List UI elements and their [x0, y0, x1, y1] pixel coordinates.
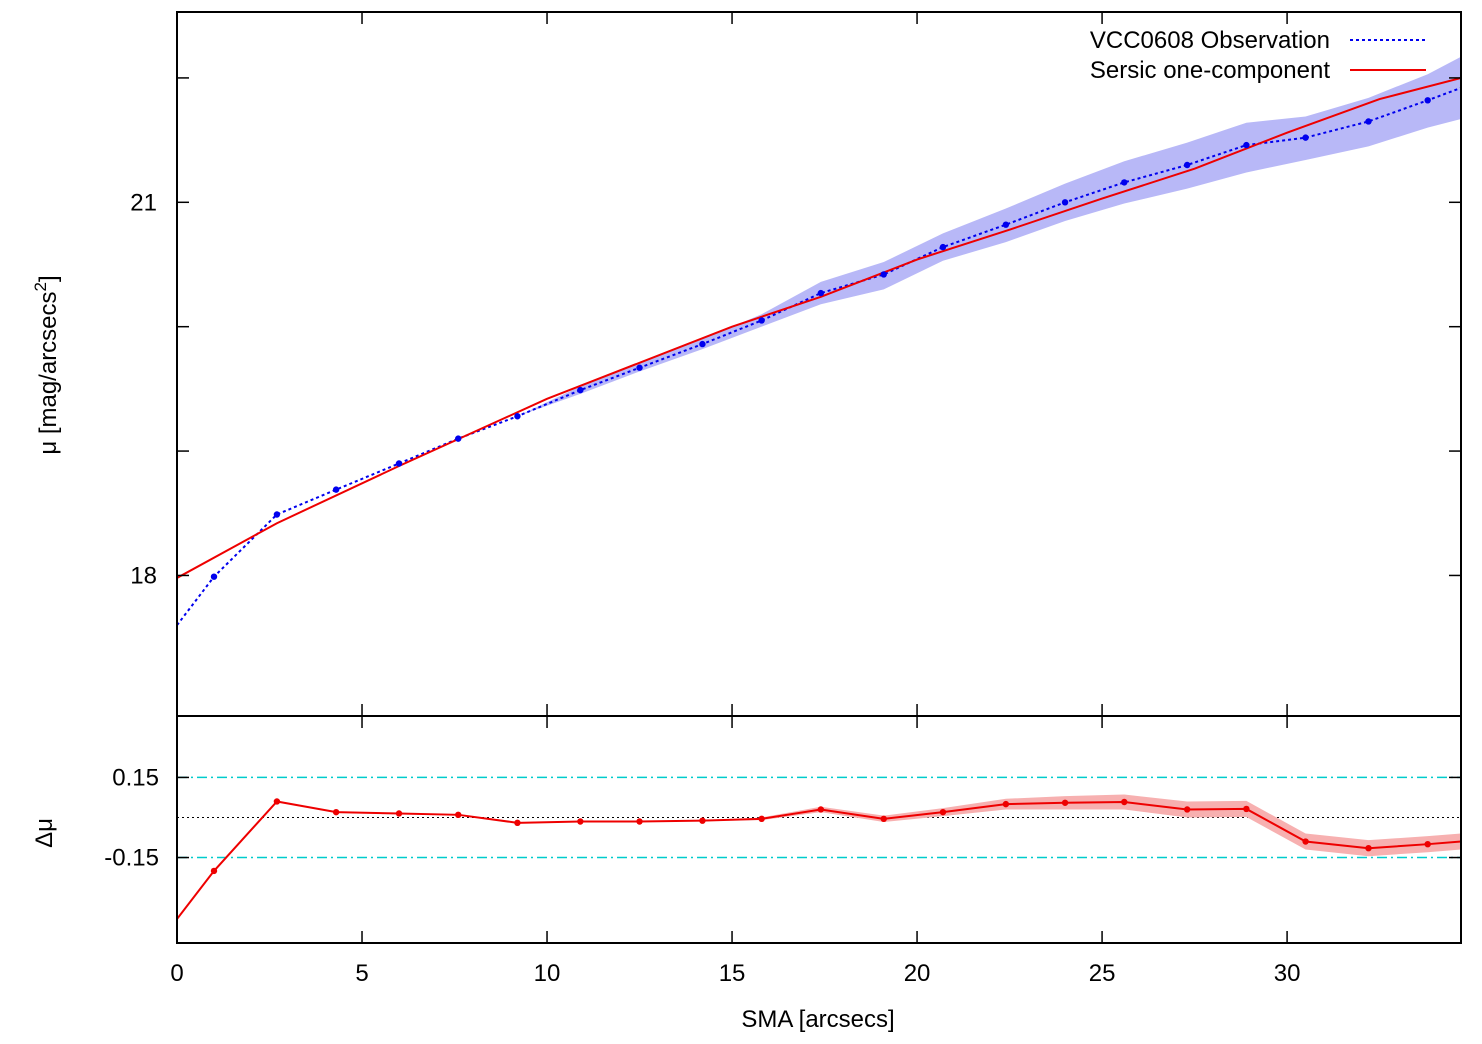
y-axis-label-residual: Δμ: [31, 818, 58, 848]
residual-point: [1002, 800, 1010, 808]
residual-point: [455, 811, 462, 819]
observation-uncertainty-band: [177, 56, 1461, 626]
observation-point: [1183, 161, 1191, 169]
legend-label-sersic: Sersic one-component: [1090, 57, 1330, 84]
x-tick-label: 10: [534, 960, 561, 987]
observation-point: [455, 435, 462, 442]
residual-point: [1061, 799, 1069, 806]
observation-point: [817, 289, 825, 297]
residual-point: [1424, 840, 1431, 848]
x-tick-label: 20: [904, 960, 931, 987]
legend: VCC0608 Observation Sersic one-component: [1090, 27, 1426, 84]
residual-plot-area: [177, 776, 1461, 920]
observation-line: [177, 86, 1461, 626]
observation-point: [514, 413, 521, 420]
main-plot-area: [177, 56, 1461, 626]
observation-point: [939, 243, 947, 251]
observation-point: [210, 573, 218, 580]
x-tick-label: 15: [719, 960, 746, 987]
residual-point: [1183, 806, 1191, 813]
main-y-tick-label: 21: [130, 189, 157, 216]
residual-point: [758, 815, 765, 823]
x-tick-label: 0: [170, 960, 183, 987]
residual-y-tick-label: 0.15: [112, 764, 159, 791]
observation-point: [636, 364, 643, 371]
residual-point: [880, 815, 887, 823]
observation-point: [880, 271, 887, 278]
y-axis-label-tail: ]: [35, 275, 62, 282]
residual-y-tick-label: -0.15: [104, 845, 159, 872]
observation-point: [273, 511, 281, 518]
y-axis-label-main: μ [mag/arcsecs2]: [31, 275, 62, 454]
main-frame: [176, 11, 1462, 717]
residual-point: [699, 817, 706, 824]
observation-point: [1002, 221, 1010, 228]
residual-point: [395, 810, 403, 817]
residual-point: [273, 798, 281, 805]
observation-point: [758, 317, 765, 324]
observation-point: [1424, 97, 1431, 104]
observation-point: [332, 486, 340, 493]
observation-point: [395, 460, 403, 467]
residual-point: [577, 818, 584, 825]
residual-point: [1243, 805, 1250, 813]
observation-point: [1061, 199, 1069, 206]
residual-point: [332, 808, 340, 816]
x-axis-label: SMA [arcsecs]: [741, 1006, 894, 1033]
y-axis-label-superscript: 2: [31, 282, 50, 291]
x-tick-label: 30: [1274, 960, 1301, 987]
observation-point: [577, 386, 584, 394]
residual-point: [514, 819, 521, 827]
legend-label-observation: VCC0608 Observation: [1090, 27, 1330, 54]
residual-point: [817, 806, 825, 813]
residual-point: [1302, 838, 1309, 845]
residual-plot-panel: 0.15 -0.15 0 5 10 15 20 25 30: [104, 715, 1462, 987]
residual-point: [939, 808, 947, 816]
residual-frame: [176, 715, 1462, 944]
residual-point: [636, 818, 643, 825]
observation-point: [1243, 141, 1250, 149]
observation-point: [1121, 179, 1128, 186]
observation-point: [1365, 118, 1372, 125]
residual-point: [1121, 798, 1128, 806]
x-tick-label: 25: [1089, 960, 1116, 987]
residual-point: [210, 867, 218, 875]
observation-point: [699, 340, 706, 348]
observation-point: [1302, 134, 1309, 141]
main-y-tick-label: 18: [130, 562, 157, 589]
x-tick-label: 5: [355, 960, 368, 987]
residual-point: [1365, 844, 1372, 852]
